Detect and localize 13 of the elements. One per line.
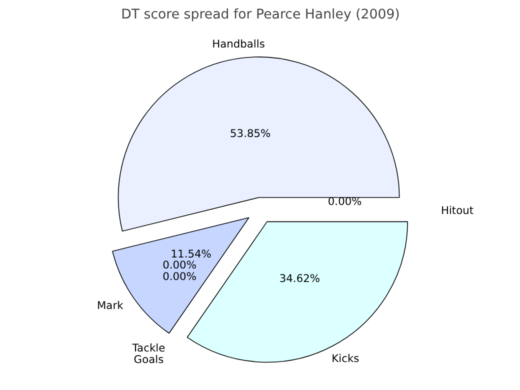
slice-label: Handballs bbox=[212, 38, 266, 51]
text: 0.00% bbox=[162, 258, 196, 272]
slice-label: Kicks bbox=[332, 352, 360, 365]
category-label: Hitout bbox=[440, 204, 474, 217]
data-label: 34.62% bbox=[279, 272, 320, 286]
slice-label: Mark bbox=[96, 298, 124, 312]
category-label: Tackle bbox=[132, 342, 166, 354]
data-label: 11.54% bbox=[170, 248, 212, 261]
category-label: Goals bbox=[134, 353, 164, 366]
text: 0.00% bbox=[162, 270, 196, 283]
chart-title: DT score spread for Pearce Hanley (2009) bbox=[121, 8, 400, 22]
data-label: 53.85% bbox=[230, 127, 271, 140]
text: 0.00% bbox=[328, 194, 362, 208]
